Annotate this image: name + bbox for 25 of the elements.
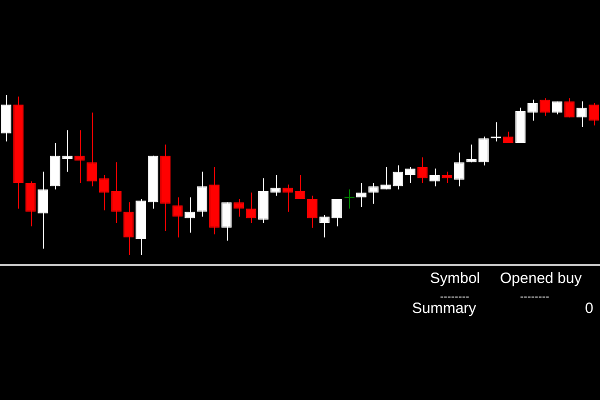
candlestick: [344, 188, 355, 210]
text: Symbol: [430, 270, 480, 288]
text: Summary: [412, 300, 476, 318]
text: 0: [585, 300, 594, 318]
candlestick: [282, 184, 293, 212]
candlestick: [184, 196, 195, 234]
candlestick: [307, 195, 318, 228]
text: --------: [440, 290, 470, 303]
candlestick: [74, 130, 85, 184]
candlestick: [356, 182, 366, 208]
text: Opened buy: [500, 270, 582, 288]
candlestick: [380, 166, 391, 190]
candlestick: [478, 136, 489, 166]
candlestick: [319, 214, 330, 238]
text: --------: [520, 290, 550, 305]
candlestick: [196, 171, 208, 218]
candlestick: [123, 202, 134, 256]
candlestick: [86, 112, 98, 187]
candlestick: [111, 162, 122, 224]
candlestick: [332, 198, 342, 227]
candlestick: [454, 152, 464, 187]
candlestick: [221, 202, 232, 242]
candlestick: [368, 182, 379, 204]
candlestick: [172, 196, 183, 238]
candlestick: [38, 171, 48, 250]
